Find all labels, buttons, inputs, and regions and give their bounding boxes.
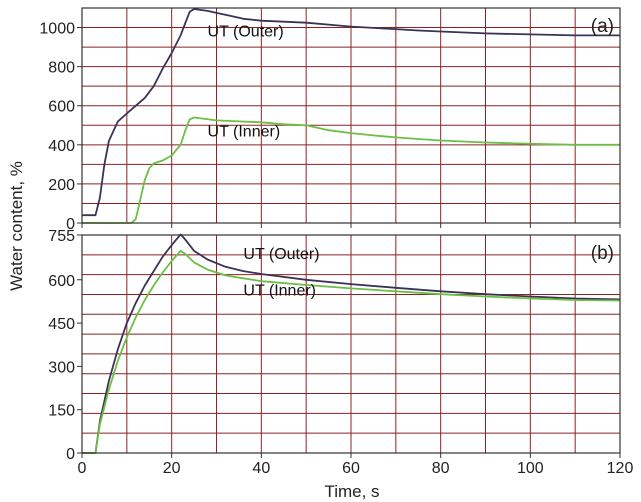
series-label-ut-inner: UT (Inner) — [208, 123, 281, 140]
series-line-ut-inner — [82, 250, 621, 454]
panel-b-chart: UT (Outer) UT (Inner) (b) 0 150 300 450 600 755 0… — [48, 228, 633, 477]
series-label-ut-outer: UT (Outer) — [208, 24, 284, 41]
panel-tag-a: (a) — [591, 16, 614, 37]
series-line-ut-outer — [82, 8, 620, 217]
y-tick-label: 800 — [48, 60, 75, 77]
x-tick-label: 100 — [517, 460, 544, 477]
x-tick-label: 40 — [252, 460, 270, 477]
y-tick-label: 400 — [48, 138, 75, 155]
y-tick-label: 200 — [48, 177, 75, 194]
panel-a-chart: UT (Outer) UT (Inner) (a) 0 200 400 600 800 1000 — [39, 7, 621, 233]
y-axis-title: Water content, % — [7, 161, 26, 291]
panel-tag-b: (b) — [591, 243, 614, 264]
y-tick-label: 300 — [48, 359, 75, 376]
series-label-ut-inner: UT (Inner) — [243, 283, 316, 300]
series-label-ut-outer: UT (Outer) — [243, 246, 319, 263]
x-tick-label: 80 — [432, 460, 450, 477]
y-tick-label: 1000 — [39, 21, 75, 38]
x-tick-label: 0 — [78, 460, 87, 477]
grid-a — [82, 8, 620, 223]
y-tick-label: 0 — [66, 216, 75, 233]
y-tick-label: 450 — [48, 316, 75, 333]
y-tick-label: 755 — [48, 228, 75, 245]
x-tick-label: 120 — [607, 460, 634, 477]
series-line-ut-inner — [82, 116, 620, 224]
x-tick-label: 60 — [342, 460, 360, 477]
y-tick-label: 150 — [48, 403, 75, 420]
x-axis-title: Time, s — [324, 482, 379, 501]
y-tick-label: 0 — [66, 446, 75, 463]
series-line-ut-outer — [82, 233, 621, 454]
grid-b — [82, 235, 620, 453]
x-tick-label: 20 — [163, 460, 181, 477]
y-tick-label: 600 — [48, 99, 75, 116]
y-tick-label: 600 — [48, 273, 75, 290]
